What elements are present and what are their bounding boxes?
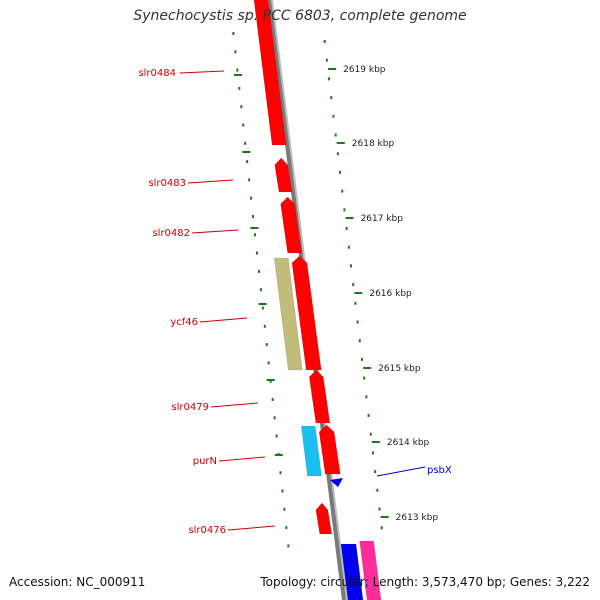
scale-label: 2617 kbp bbox=[361, 214, 404, 224]
gene-leader-line bbox=[179, 70, 225, 74]
gene-label-slr0476: slr0476 bbox=[188, 525, 226, 536]
gene-pink-lower bbox=[359, 540, 382, 600]
gene-leader-line bbox=[187, 179, 234, 184]
gene-label-slr0484: slr0484 bbox=[138, 68, 176, 79]
scale-label: 2614 kbp bbox=[387, 438, 430, 448]
gene-leader-line bbox=[210, 402, 259, 408]
genome-summary-text: Topology: circular; Length: 3,573,470 bp… bbox=[260, 575, 590, 589]
gene-purN-partner bbox=[318, 424, 341, 475]
gene-label-ycf46: ycf46 bbox=[170, 317, 198, 328]
gene-purN bbox=[300, 425, 322, 477]
map-title: Synechocystis sp. PCC 6803, complete gen… bbox=[133, 8, 467, 24]
gene-psbX bbox=[330, 478, 343, 487]
gene-leader-line bbox=[218, 456, 266, 462]
gene-label-slr0479: slr0479 bbox=[171, 402, 209, 413]
gene-leader-line bbox=[199, 317, 248, 323]
gene-label-slr0482: slr0482 bbox=[152, 228, 190, 239]
gene-leader-line bbox=[227, 525, 276, 531]
scale-label: 2613 kbp bbox=[396, 513, 439, 523]
scale-label: 2615 kbp bbox=[378, 364, 421, 374]
gene-slr0479 bbox=[308, 369, 331, 424]
gene-slr0476 bbox=[315, 502, 333, 535]
gene-blue-lower bbox=[340, 543, 364, 600]
gene-label-slr0483: slr0483 bbox=[148, 178, 186, 189]
gene-slr0483 bbox=[274, 157, 293, 193]
gene-leader-line bbox=[191, 229, 239, 234]
gene-slr0482 bbox=[280, 196, 302, 254]
scale-label: 2618 kbp bbox=[352, 139, 395, 149]
gene-label-psbx: psbX bbox=[427, 465, 452, 476]
gene-slr0484 bbox=[253, 0, 287, 146]
gene-slr0479-adjacent bbox=[291, 255, 322, 371]
gene-label-purn: purN bbox=[193, 456, 217, 467]
scale-label: 2619 kbp bbox=[343, 65, 386, 75]
accession-text: Accession: NC_000911 bbox=[9, 575, 146, 589]
scale-label: 2616 kbp bbox=[369, 289, 412, 299]
gene-leader-line bbox=[376, 466, 426, 477]
gene-ycf46 bbox=[273, 257, 303, 371]
